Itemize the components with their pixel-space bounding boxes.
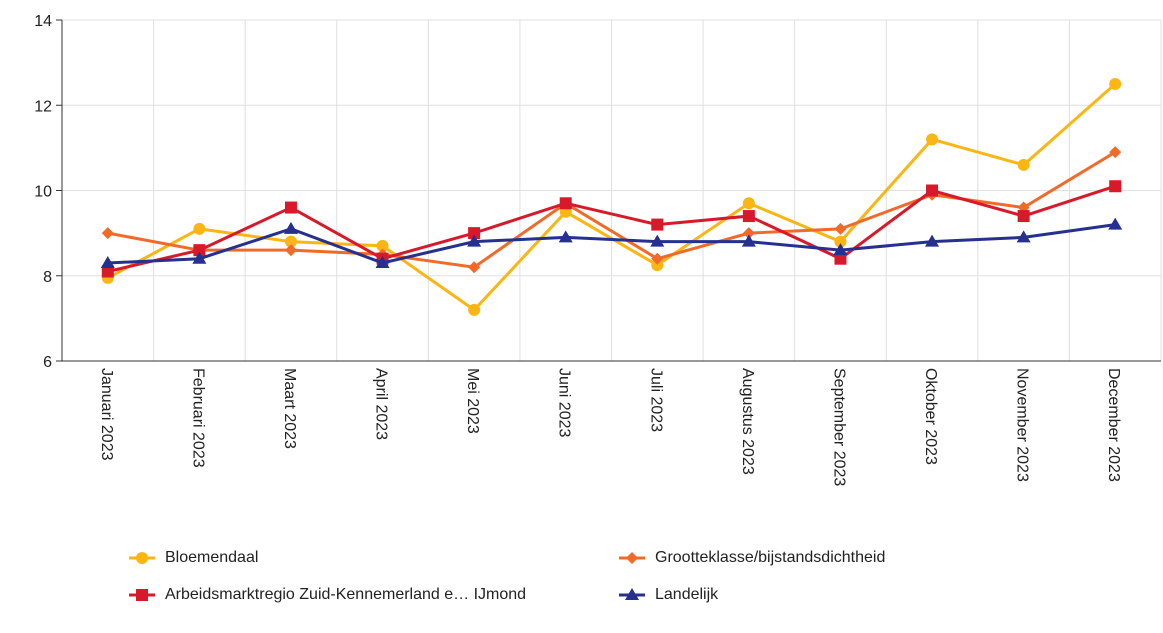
data-point [650, 234, 665, 247]
data-point [376, 239, 389, 252]
data-point [1109, 77, 1122, 90]
x-tick-label: April 2023 [373, 368, 390, 440]
series-line [107, 150, 1116, 269]
data-point [651, 252, 664, 265]
data-point [1016, 230, 1031, 243]
data-point [284, 244, 297, 257]
data-point [925, 234, 940, 247]
data-point [193, 244, 206, 257]
legend-symbol [129, 552, 155, 564]
data-point [834, 235, 847, 248]
data-point [468, 227, 481, 240]
data-point [834, 252, 847, 265]
data-point [742, 210, 755, 223]
data-point [1017, 210, 1030, 223]
series-line [107, 223, 1116, 265]
x-tick-label: Maart 2023 [281, 368, 298, 449]
legend-symbol [129, 589, 155, 601]
data-point [100, 255, 115, 268]
legend-item[interactable]: Landelijk [617, 583, 1075, 607]
y-tick-label: 10 [34, 184, 52, 201]
data-point [283, 221, 298, 234]
x-tick-label: Februari 2023 [189, 368, 206, 468]
data-point [1109, 180, 1122, 193]
data-point [101, 227, 114, 240]
legend-item[interactable]: Arbeidsmarktregio Zuid-Kennemerland e… I… [127, 583, 585, 607]
legend-marker [136, 589, 148, 601]
legend-label: Landelijk [655, 586, 719, 603]
x-tick-label: December 2023 [1105, 368, 1122, 482]
data-point [101, 265, 114, 278]
data-point [468, 303, 481, 316]
data-point [559, 197, 572, 210]
data-point [558, 230, 573, 243]
y-tick-label: 14 [34, 13, 52, 30]
x-tick-label: Oktober 2023 [922, 368, 939, 465]
legend-symbol [619, 588, 645, 600]
x-tick-label: Mei 2023 [464, 368, 481, 434]
data-point [193, 222, 206, 235]
legend-label: Grootteklasse/bijstandsdichtheid [655, 549, 886, 566]
data-point [375, 255, 390, 268]
y-tick-label: 6 [43, 354, 52, 371]
legend-marker [136, 552, 148, 564]
data-point [467, 234, 482, 247]
x-tick-label: Juli 2023 [647, 368, 664, 432]
legend-marker [625, 588, 639, 600]
legend-label: Arbeidsmarktregio Zuid-Kennemerland e… I… [165, 586, 527, 603]
data-point [1108, 217, 1123, 230]
data-point [926, 133, 939, 146]
data-point [192, 251, 207, 264]
data-point [1017, 158, 1030, 171]
data-point [833, 243, 848, 256]
legend-item[interactable]: Grootteklasse/bijstandsdichtheid [617, 546, 1075, 570]
data-point [1109, 146, 1122, 159]
data-point [468, 261, 481, 274]
x-tick-label: November 2023 [1014, 368, 1031, 482]
x-tick-label: Januari 2023 [98, 368, 115, 461]
y-tick-label: 8 [43, 269, 52, 286]
data-point [742, 197, 755, 210]
data-point [834, 222, 847, 235]
legend-label: Bloemendaal [165, 549, 259, 566]
x-tick-label: Juni 2023 [556, 368, 573, 437]
data-point [651, 259, 664, 272]
legend-marker [626, 552, 638, 564]
data-point [284, 235, 297, 248]
y-tick-label: 12 [34, 98, 52, 115]
data-point [741, 234, 756, 247]
data-point [926, 184, 939, 197]
data-point [742, 227, 755, 240]
data-point [284, 201, 297, 214]
data-point [651, 218, 664, 231]
legend-item[interactable]: Bloemendaal [127, 546, 585, 570]
series-line [107, 184, 1116, 273]
x-tick-label: Augustus 2023 [739, 368, 756, 475]
legend-symbol [619, 552, 645, 564]
x-tick-label: September 2023 [830, 368, 847, 486]
